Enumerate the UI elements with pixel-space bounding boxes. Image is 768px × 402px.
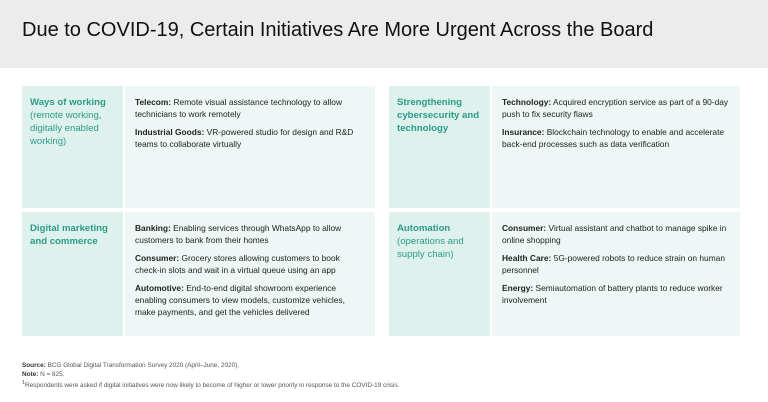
item-sector: Technology:: [502, 97, 552, 107]
item-sector: Health Care:: [502, 252, 552, 263]
label-note: (operations and supply chain): [397, 236, 464, 260]
item: Technology: Acquired encryption service …: [502, 96, 730, 121]
panel-label: Digital marketing and commerce: [22, 212, 123, 336]
footnote-text: Respondents were asked if digital initia…: [24, 382, 400, 390]
item-text: VR-powered studio for design and R&D tea…: [135, 126, 354, 150]
item-text: Acquired encryption service as part of a…: [502, 97, 729, 120]
footnote-mark: 1: [22, 380, 25, 386]
item: Industrial Goods: VR-powered studio for …: [135, 126, 365, 151]
label-title: Ways of working: [30, 97, 106, 108]
item: Insurance: Blockchain technology to enab…: [502, 126, 730, 151]
item-text: Semiautomation of battery plants to redu…: [502, 282, 723, 306]
footnote: 1Respondents were asked if digital initi…: [22, 379, 399, 390]
panel: Ways of working (remote working, digital…: [22, 86, 375, 208]
item: Consumer: Grocery stores allowing custom…: [135, 252, 365, 277]
item: Automotive: End-to-end digital showroom …: [135, 282, 365, 319]
title: Due to COVID-19, Certain Initiatives Are…: [22, 19, 654, 41]
item-sector: Banking:: [135, 223, 171, 233]
item-text: End-to-end digital showroom experience e…: [135, 282, 345, 318]
item-sector: Automotive:: [135, 282, 184, 293]
panel: Digital marketing and commerce Banking: E…: [22, 212, 375, 336]
item-sector: Consumer:: [135, 252, 180, 263]
header: Due to COVID-19, Certain Initiatives Are…: [0, 0, 768, 68]
panel: Strengthening cybersecurity and technolo…: [389, 86, 740, 208]
label-title: Digital marketing and commerce: [30, 223, 108, 247]
footer: Source: BCG Global Digital Transformatio…: [22, 361, 399, 390]
panel-content: Telecom: Remote visual assistance techno…: [125, 86, 375, 208]
item: Consumer: Virtual assistant and chatbot …: [502, 222, 730, 247]
source: Source: BCG Global Digital Transformatio…: [22, 361, 399, 370]
panel: Automation (operations and supply chain)…: [389, 212, 740, 336]
note-label: Note:: [22, 371, 39, 378]
item-sector: Telecom:: [135, 97, 172, 107]
item: Telecom: Remote visual assistance techno…: [135, 96, 365, 121]
item-sector: Industrial Goods:: [135, 126, 205, 137]
label-note: (remote working, digitally enabled worki…: [30, 110, 102, 147]
note-text: N = 825.: [40, 371, 65, 378]
item-text: Grocery stores allowing customers to boo…: [135, 252, 340, 276]
label-title: Strengthening cybersecurity and technolo…: [397, 97, 480, 134]
item-sector: Insurance:: [502, 126, 545, 137]
item-text: Virtual assistant and chatbot to manage …: [502, 223, 727, 246]
source-label: Source:: [22, 362, 46, 369]
item: Banking: Enabling services through Whats…: [135, 222, 365, 247]
note: Note: N = 825.: [22, 370, 399, 379]
panel-content: Banking: Enabling services through Whats…: [125, 212, 375, 336]
item: Energy: Semiautomation of battery plants…: [502, 282, 730, 307]
panel-content: Consumer: Virtual assistant and chatbot …: [492, 212, 740, 336]
item: Health Care: 5G-powered robots to reduce…: [502, 252, 730, 277]
panel-label: Automation (operations and supply chain): [389, 212, 490, 336]
item-sector: Energy:: [502, 282, 534, 293]
item-text: Blockchain technology to enable and acce…: [502, 126, 725, 150]
label-title: Automation: [397, 223, 451, 234]
item-sector: Consumer:: [502, 223, 547, 233]
item-text: Enabling services through WhatsApp to al…: [135, 223, 342, 246]
panel-content: Technology: Acquired encryption service …: [492, 86, 740, 208]
panel-label: Strengthening cybersecurity and technolo…: [389, 86, 490, 208]
source-text: BCG Global Digital Transformation Survey…: [47, 362, 240, 369]
item-text: Remote visual assistance technology to a…: [135, 97, 343, 120]
item-text: 5G-powered robots to reduce strain on hu…: [502, 252, 725, 276]
panel-label: Ways of working (remote working, digital…: [22, 86, 123, 208]
